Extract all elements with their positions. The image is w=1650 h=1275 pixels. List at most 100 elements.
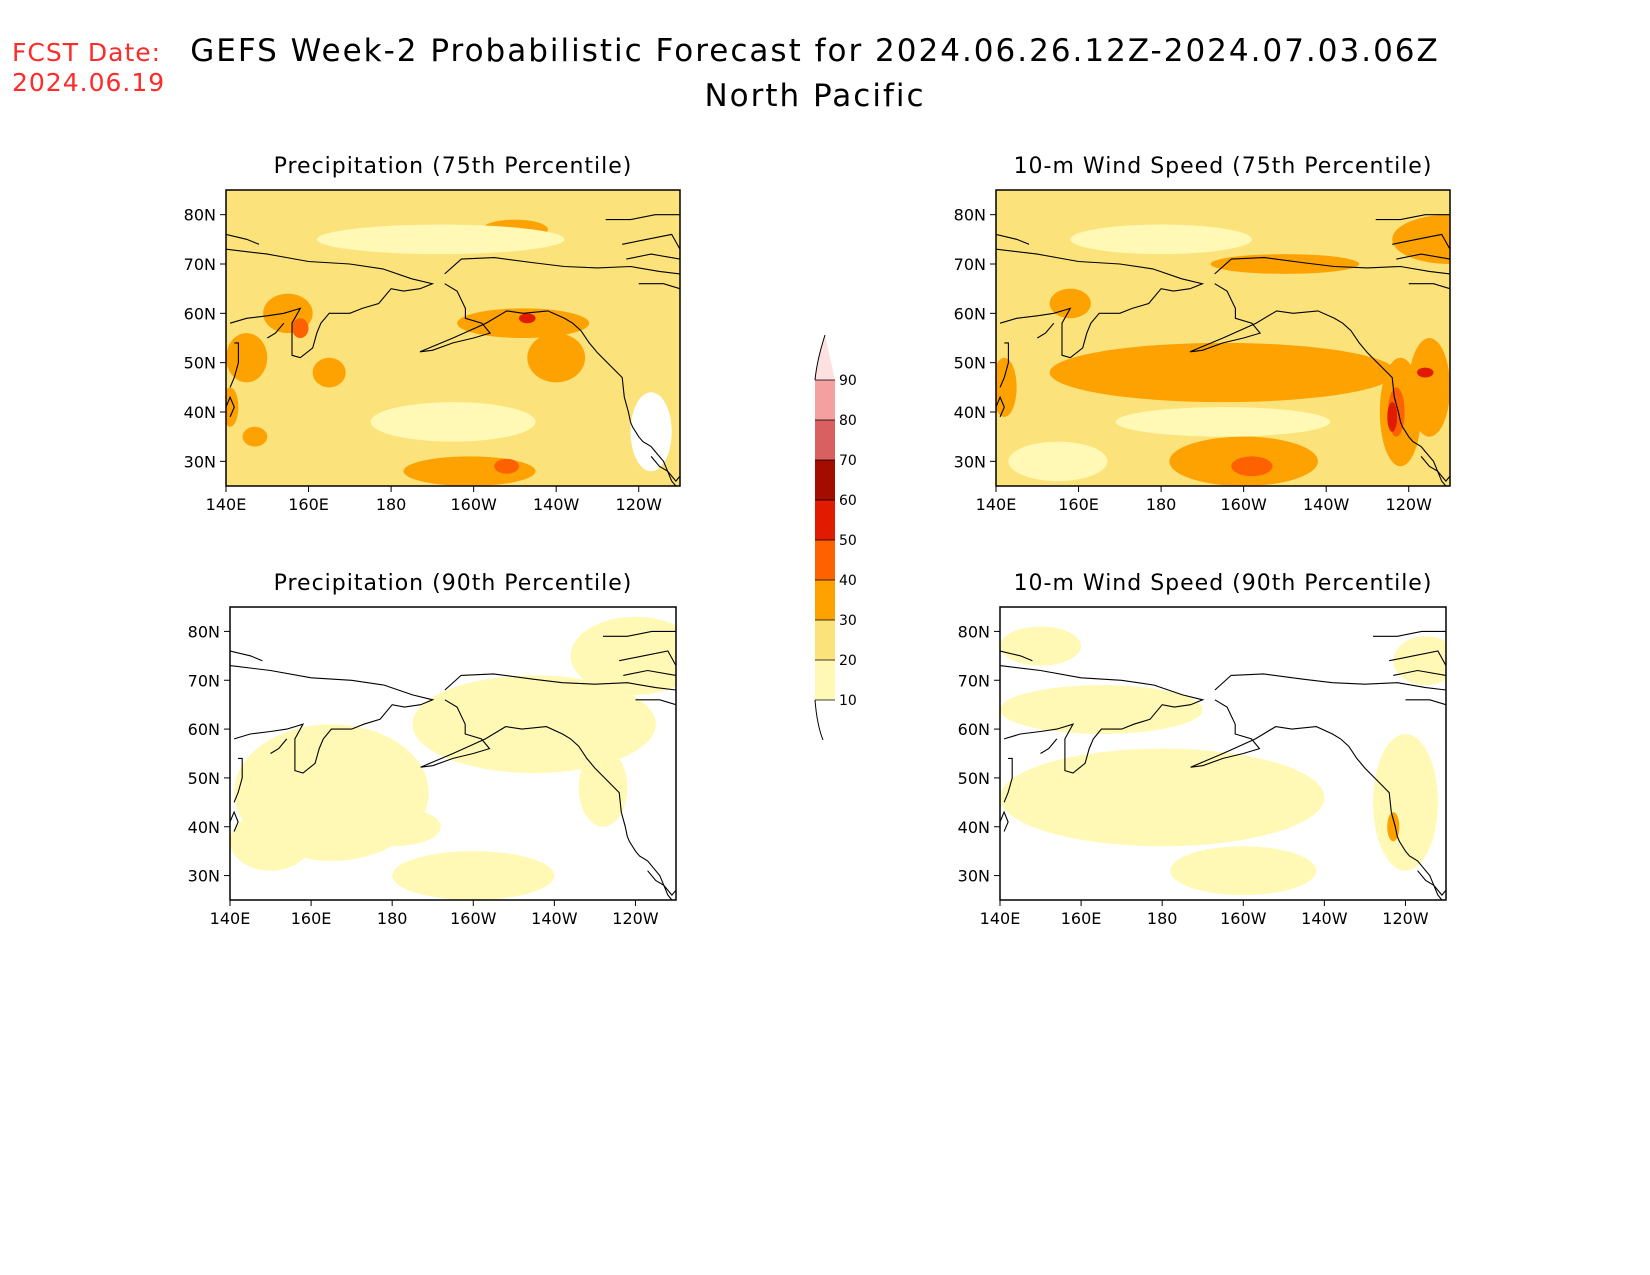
- lon-tick-label: 160W: [1220, 495, 1267, 514]
- main-title: GEFS Week-2 Probabilistic Forecast for 2…: [190, 33, 1440, 69]
- contour-blob: [457, 308, 590, 339]
- colorbar-swatch: [815, 420, 835, 460]
- map-panel-precip75: Precipitation (75th Percentile) 140E 160E 1…: [184, 154, 681, 514]
- coastline: [619, 650, 676, 666]
- map-panel-precip90: Precipitation (90th Percentile) 140E 160E 1…: [188, 571, 677, 928]
- map-frame: [229, 606, 677, 901]
- contour-blob: [226, 333, 268, 383]
- contour-blob: [1070, 224, 1252, 255]
- lon-tick-label: 180: [377, 909, 408, 928]
- lat-tick-label: 40N: [188, 818, 220, 837]
- lon-tick-label: 120W: [612, 909, 659, 928]
- coastline: [230, 810, 239, 832]
- lat-tick-label: 80N: [958, 622, 990, 641]
- colorbar-label: 90: [839, 373, 857, 389]
- coastline: [226, 248, 435, 359]
- lon-tick-label: 160W: [450, 909, 497, 928]
- coastline: [1373, 630, 1446, 637]
- region-title: North Pacific: [704, 78, 926, 114]
- colorbar-swatch: [815, 500, 835, 540]
- coastline: [626, 253, 680, 260]
- contour-blob: [1000, 748, 1325, 847]
- lat-tick-label: 30N: [188, 867, 220, 886]
- lon-tick-label: 180: [1147, 909, 1178, 928]
- coastline: [1000, 810, 1009, 832]
- lon-tick-label: 140E: [210, 909, 251, 928]
- coastline: [270, 738, 288, 754]
- lat-tick-label: 40N: [958, 818, 990, 837]
- lat-tick-label: 50N: [188, 769, 220, 788]
- coastline: [996, 233, 1030, 245]
- contour-blob: [1387, 402, 1398, 432]
- lon-tick-label: 160E: [1061, 909, 1102, 928]
- colorbar: 10 20 30 40 50 60 70 80 90: [814, 334, 857, 741]
- contour-blob: [1115, 407, 1331, 437]
- colorbar-swatch: [815, 540, 835, 580]
- contour-blob: [578, 748, 628, 827]
- lon-tick-label: 140W: [1303, 495, 1350, 514]
- coastline: [1417, 870, 1446, 896]
- coastline: [650, 456, 680, 482]
- coastline: [233, 757, 243, 803]
- lon-tick-label: 140W: [531, 909, 578, 928]
- contour-blob: [226, 387, 239, 427]
- lat-tick-label: 60N: [958, 720, 990, 739]
- colorbar-label: 20: [839, 653, 857, 669]
- coastline: [1000, 650, 1033, 662]
- lat-tick-label: 30N: [954, 452, 986, 471]
- coastline: [1190, 699, 1443, 900]
- coastline: [420, 699, 673, 900]
- coastline: [226, 395, 235, 418]
- coastline: [1405, 699, 1446, 706]
- contour-blob: [1000, 685, 1203, 734]
- map-frame: [225, 189, 681, 487]
- colorbar-swatch: [815, 620, 835, 660]
- contour-blob: [316, 224, 565, 255]
- contour-blob: [343, 807, 441, 847]
- contour-blob: [1408, 338, 1450, 437]
- coastline: [996, 395, 1005, 418]
- contour-blob: [1008, 441, 1108, 482]
- lat-tick-label: 60N: [954, 304, 986, 323]
- lat-tick-label: 80N: [188, 622, 220, 641]
- lon-tick-label: 120W: [616, 495, 663, 514]
- lat-tick-label: 70N: [954, 255, 986, 274]
- contour-blob: [230, 812, 312, 871]
- coastline: [638, 283, 680, 290]
- lon-tick-label: 120W: [1382, 909, 1429, 928]
- coastline: [1420, 456, 1450, 482]
- lat-tick-label: 80N: [184, 206, 216, 225]
- lat-tick-label: 50N: [184, 354, 216, 373]
- coastline: [603, 630, 676, 637]
- contour-blob: [392, 851, 555, 900]
- lat-tick-label: 40N: [954, 403, 986, 422]
- lat-tick-label: 50N: [958, 769, 990, 788]
- colorbar-swatch: [815, 660, 835, 700]
- coastline: [1037, 322, 1055, 339]
- lat-tick-label: 60N: [188, 720, 220, 739]
- lon-tick-label: 180: [376, 495, 407, 514]
- colorbar-label: 40: [839, 573, 857, 589]
- coastline: [1003, 757, 1013, 803]
- contour-blob: [527, 333, 586, 383]
- coastline: [267, 322, 285, 339]
- lon-tick-label: 140E: [976, 495, 1017, 514]
- contour-blob: [996, 357, 1017, 417]
- contour-blob: [1416, 367, 1434, 378]
- contour-blob: [1049, 342, 1397, 403]
- contour-blob: [312, 357, 346, 388]
- lon-tick-label: 140W: [1301, 909, 1348, 928]
- colorbar-label: 60: [839, 493, 857, 509]
- coastline: [1393, 669, 1446, 676]
- contour-blob: [292, 318, 309, 338]
- map-frame: [999, 606, 1447, 901]
- lat-tick-label: 80N: [954, 206, 986, 225]
- lat-tick-label: 70N: [958, 671, 990, 690]
- contour-blob: [370, 402, 536, 442]
- lon-tick-label: 160W: [450, 495, 497, 514]
- map-panel-wind90: 10-m Wind Speed (90th Percentile) 140E 160…: [958, 571, 1447, 928]
- contour-blob: [1000, 626, 1082, 666]
- colorbar-label: 30: [839, 613, 857, 629]
- contour-blob: [1210, 254, 1360, 274]
